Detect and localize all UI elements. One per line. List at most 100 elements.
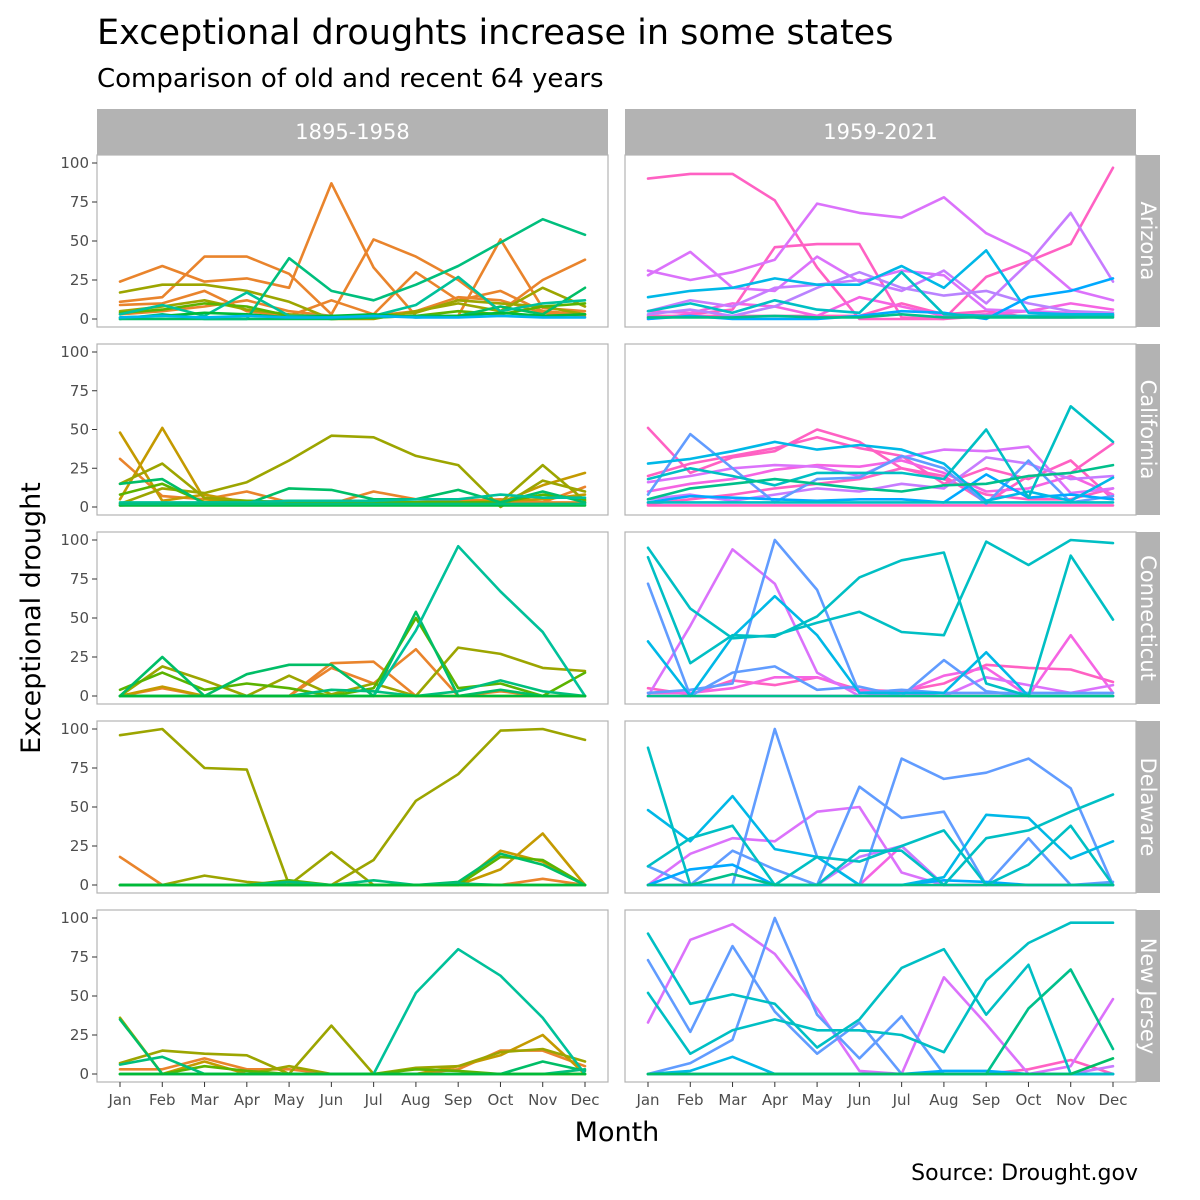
series-line bbox=[646, 404, 1115, 500]
series-line bbox=[646, 1057, 1115, 1076]
x-tick-label: Jul bbox=[364, 1091, 383, 1109]
facet-grid: 1895-1958 1959-2021 Arizona California Conne… bbox=[60, 109, 1160, 1109]
facet-strip-label: Arizona bbox=[1136, 202, 1160, 281]
x-tick-label: Jan bbox=[635, 1091, 659, 1109]
y-tick-label: 75 bbox=[70, 759, 89, 777]
series-line bbox=[646, 551, 1115, 698]
y-tick-label: 75 bbox=[70, 382, 89, 400]
panel-new-jersey-1895-1958: 0 25 50 75 100 bbox=[60, 909, 609, 1083]
y-tick-label: 75 bbox=[70, 570, 89, 588]
series-line bbox=[118, 477, 587, 506]
facet-strip-connecticut bbox=[1136, 532, 1160, 704]
chart-title: Exceptional droughts increase in some st… bbox=[97, 13, 893, 53]
series-line bbox=[118, 311, 587, 319]
x-tick-label: Feb bbox=[677, 1091, 704, 1109]
y-tick-label: 25 bbox=[70, 648, 89, 666]
x-tick-label: Apr bbox=[234, 1091, 261, 1109]
x-tick-label: Feb bbox=[149, 1091, 176, 1109]
y-tick-label: 50 bbox=[70, 421, 89, 439]
facet-strip-california bbox=[1136, 344, 1160, 515]
series-line bbox=[646, 463, 1115, 501]
y-tick-label: 50 bbox=[70, 798, 89, 816]
series-line bbox=[646, 824, 1115, 887]
y-tick-label: 100 bbox=[60, 154, 89, 172]
x-tick-label: Jul bbox=[892, 1091, 911, 1109]
y-tick-label: 100 bbox=[60, 720, 89, 738]
chart-caption: Source: Drought.gov bbox=[911, 1161, 1138, 1186]
series-line bbox=[646, 548, 1115, 698]
facet-strip-label: 1895-1958 bbox=[295, 120, 409, 144]
y-tick-label: 50 bbox=[70, 987, 89, 1005]
series-line bbox=[646, 196, 1115, 302]
panel-connecticut-1959-2021 bbox=[624, 531, 1137, 705]
y-tick-label: 0 bbox=[79, 310, 89, 328]
series-line bbox=[646, 538, 1115, 640]
facet-strip-new-jersey bbox=[1136, 910, 1160, 1082]
panel-delaware-1895-1958: 0 25 50 75 100 bbox=[60, 720, 609, 894]
facet-strip-label: California bbox=[1136, 380, 1160, 480]
x-tick-label: Sep bbox=[972, 1091, 1000, 1109]
facet-strip-1959-2021 bbox=[625, 109, 1136, 155]
series-line bbox=[646, 459, 1115, 496]
series-line bbox=[646, 440, 1115, 503]
y-axis-title: Exceptional drought bbox=[16, 482, 47, 754]
series-line bbox=[118, 314, 587, 319]
facet-strip-label: 1959-2021 bbox=[823, 120, 937, 144]
y-tick-label: 0 bbox=[79, 876, 89, 894]
series-line bbox=[646, 932, 1115, 1076]
series-line bbox=[118, 646, 587, 698]
x-tick-label: May bbox=[802, 1091, 833, 1109]
y-tick-label: 75 bbox=[70, 948, 89, 966]
y-tick-label: 0 bbox=[79, 498, 89, 516]
series-line bbox=[646, 538, 1115, 695]
panel-new-jersey-1959-2021 bbox=[624, 909, 1137, 1083]
y-tick-label: 100 bbox=[60, 531, 89, 549]
y-tick-label: 0 bbox=[79, 687, 89, 705]
x-tick-label: Jun bbox=[319, 1091, 343, 1109]
x-tick-label: May bbox=[274, 1091, 305, 1109]
facet-strip-delaware bbox=[1136, 721, 1160, 893]
series-line bbox=[118, 270, 587, 318]
y-tick-label: 0 bbox=[79, 1065, 89, 1083]
panel-california-1959-2021 bbox=[624, 343, 1137, 516]
x-tick-label: Mar bbox=[718, 1091, 747, 1109]
series-line bbox=[646, 785, 1115, 887]
panel-delaware-1959-2021 bbox=[624, 720, 1137, 894]
series-line bbox=[118, 616, 587, 698]
panel-connecticut-1895-1958: 0 25 50 75 100 bbox=[60, 531, 609, 705]
facet-strip-label: Connecticut bbox=[1136, 555, 1160, 681]
chart-subtitle: Comparison of old and recent 64 years bbox=[97, 64, 604, 94]
y-tick-label: 75 bbox=[70, 193, 89, 211]
x-tick-label: Apr bbox=[762, 1091, 789, 1109]
x-tick-label: Dec bbox=[570, 1091, 599, 1109]
x-axis-title: Month bbox=[575, 1117, 660, 1148]
series-line bbox=[646, 270, 1115, 318]
x-tick-label: Oct bbox=[487, 1091, 513, 1109]
panel-arizona-1959-2021 bbox=[624, 154, 1137, 328]
x-tick-label: Dec bbox=[1098, 1091, 1127, 1109]
series-line bbox=[646, 432, 1115, 506]
series-line bbox=[646, 746, 1115, 887]
series-line bbox=[118, 182, 587, 318]
facet-strip-arizona bbox=[1136, 155, 1160, 327]
y-tick-label: 100 bbox=[60, 909, 89, 927]
series-line bbox=[646, 921, 1115, 1055]
x-tick-label: Mar bbox=[190, 1091, 219, 1109]
series-line bbox=[118, 727, 587, 887]
series-line bbox=[646, 249, 1115, 316]
x-tick-label: Oct bbox=[1015, 1091, 1041, 1109]
y-tick-label: 25 bbox=[70, 837, 89, 855]
panel-border bbox=[96, 909, 609, 1083]
x-tick-label: Sep bbox=[444, 1091, 472, 1109]
x-tick-label: Aug bbox=[929, 1091, 958, 1109]
x-tick-label: Nov bbox=[528, 1091, 557, 1109]
facet-strip-label: New Jersey bbox=[1136, 938, 1160, 1055]
series-line bbox=[646, 872, 1115, 887]
panel-border bbox=[96, 343, 609, 516]
series-line bbox=[118, 493, 587, 504]
facet-strip-label: Delaware bbox=[1136, 758, 1160, 857]
panel-border bbox=[624, 154, 1137, 328]
y-tick-label: 50 bbox=[70, 232, 89, 250]
series-line bbox=[646, 211, 1115, 313]
